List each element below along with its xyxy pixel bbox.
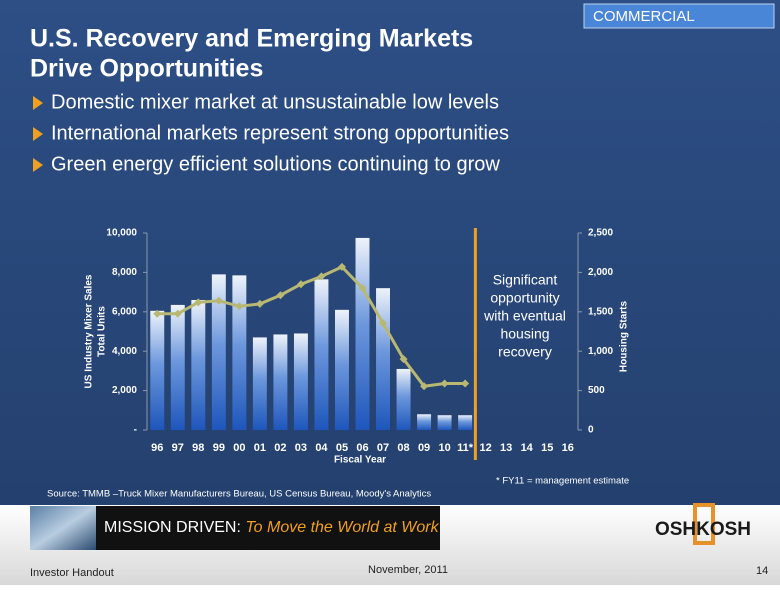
bar	[376, 288, 391, 430]
footnote: * FY11 = management estimate	[496, 476, 629, 487]
marker	[214, 296, 223, 305]
title: Drive Opportunities	[30, 55, 263, 83]
x-axis-label: Fiscal Year	[334, 455, 386, 466]
footer-date: November, 2011	[368, 564, 448, 576]
bar	[252, 337, 267, 430]
marker	[399, 355, 408, 364]
y-tick-label: 6,000	[112, 306, 137, 317]
bar	[314, 279, 329, 430]
y-tick-label: -	[134, 425, 137, 436]
marker	[379, 319, 388, 328]
page-number: 14	[756, 565, 768, 577]
y-tick-label: 2,000	[112, 385, 137, 396]
bar	[211, 274, 226, 430]
bar	[273, 334, 288, 430]
x-tick-label: 12	[480, 442, 492, 454]
annotation: recovery	[498, 344, 552, 360]
x-tick-label: 15	[541, 442, 553, 454]
y-axis-label: Total Units	[97, 306, 108, 357]
marker	[358, 284, 367, 293]
y2-tick-label: 1,500	[588, 306, 613, 317]
marker	[296, 280, 305, 289]
y2-tick-label: 2,500	[588, 228, 613, 239]
chart: -2,0004,0006,0008,00010,00005001,0001,50…	[84, 228, 630, 466]
bullet-arrow	[33, 127, 43, 141]
bar	[437, 415, 452, 430]
y-tick-label: 8,000	[112, 267, 137, 278]
banner	[96, 506, 440, 550]
y2-tick-label: 2,000	[588, 267, 613, 278]
x-tick-label: 99	[213, 442, 225, 454]
bar	[334, 309, 349, 430]
annotation: with eventual	[483, 308, 566, 324]
bar	[293, 333, 308, 430]
bullet: International markets represent strong o…	[51, 122, 509, 144]
y2-axis-label: Housing Starts	[619, 301, 630, 373]
y2-tick-label: 0	[588, 425, 594, 436]
y2-tick-label: 1,000	[588, 346, 613, 357]
bullet-arrow	[33, 96, 43, 110]
x-tick-label: 11*	[457, 442, 474, 454]
badge	[583, 3, 775, 29]
title: U.S. Recovery and Emerging Markets	[30, 25, 473, 53]
logo: OSHKOSH	[655, 519, 751, 540]
marker	[255, 299, 264, 308]
x-tick-label: 13	[500, 442, 512, 454]
marker	[337, 262, 346, 271]
x-tick-label: 01	[254, 442, 266, 454]
marker	[173, 309, 182, 318]
banner-image	[30, 506, 96, 550]
bullet-arrow	[33, 158, 43, 172]
x-tick-label: 03	[295, 442, 307, 454]
y-axis-label: US Industry Mixer Sales	[84, 274, 95, 388]
bar	[355, 237, 370, 430]
x-tick-label: 00	[233, 442, 245, 454]
marker	[420, 382, 429, 391]
marker	[194, 298, 203, 307]
line	[157, 265, 466, 388]
bar	[232, 275, 247, 430]
source: Source: TMMB –Truck Mixer Manufacturers …	[47, 489, 431, 500]
bar	[191, 299, 206, 430]
y2-tick-label: 500	[588, 385, 605, 396]
bar	[417, 414, 432, 430]
bar	[170, 304, 185, 430]
marker	[461, 379, 470, 388]
y-tick-label: 10,000	[106, 228, 137, 239]
annotation: Significant	[493, 272, 558, 288]
marker	[153, 309, 162, 318]
marker	[276, 291, 285, 300]
logo-mark	[693, 503, 715, 545]
x-tick-label: 07	[377, 442, 389, 454]
x-tick-label: 09	[418, 442, 430, 454]
banner-text: MISSION DRIVEN: To Move the World at Wor…	[104, 519, 440, 536]
x-tick-label: 04	[315, 442, 328, 454]
bar	[150, 310, 165, 430]
annotation: housing	[500, 326, 549, 342]
bar	[458, 415, 473, 430]
x-tick-label: 14	[521, 442, 534, 454]
bar	[396, 368, 411, 430]
marker	[235, 302, 244, 311]
marker	[440, 379, 449, 388]
x-tick-label: 16	[562, 442, 574, 454]
x-tick-label: 97	[172, 442, 184, 454]
y-tick-label: 4,000	[112, 346, 137, 357]
x-tick-label: 02	[274, 442, 286, 454]
x-tick-label: 96	[151, 442, 163, 454]
marker	[317, 272, 326, 281]
x-tick-label: 06	[356, 442, 368, 454]
x-tick-label: 05	[336, 442, 348, 454]
badge-text: COMMERCIAL	[593, 8, 695, 25]
bullet: Domestic mixer market at unsustainable l…	[51, 91, 499, 113]
x-tick-label: 98	[192, 442, 204, 454]
x-tick-label: 08	[397, 442, 409, 454]
x-tick-label: 10	[438, 442, 450, 454]
bullet: Green energy efficient solutions continu…	[51, 153, 500, 175]
bullet-list: Domestic mixer market at unsustainable l…	[33, 91, 509, 175]
footer-left: Investor Handout	[30, 567, 114, 579]
annotation: opportunity	[490, 290, 559, 306]
